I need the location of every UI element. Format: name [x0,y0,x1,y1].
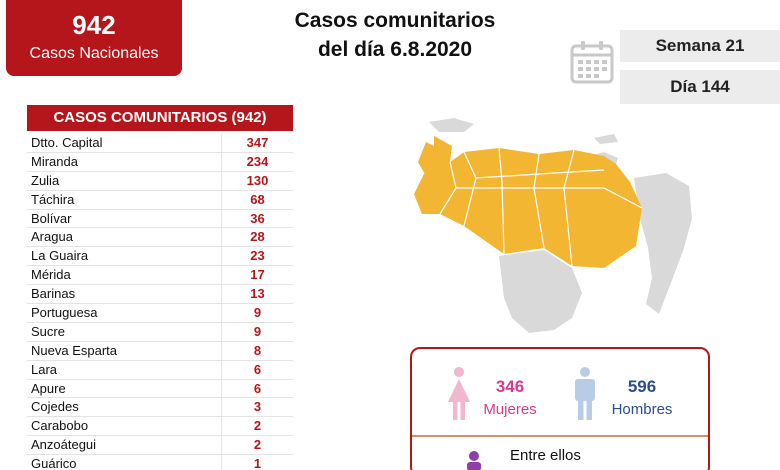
cases-table: Dtto. Capital 347 Miranda 234 Zulia 130 Táchir… [27,134,293,470]
table-row: Miranda 234 [27,152,293,172]
state-cases: 68 [221,190,293,209]
woman-icon [448,367,470,420]
title-line-2: del día 6.8.2020 [317,38,473,61]
men-label: Hombres [611,401,673,418]
table-row: Anzoátegui 2 [27,436,293,456]
table-row: La Guaira 23 [27,247,293,267]
table-row: Carabobo 2 [27,417,293,437]
state-name: La Guaira [31,248,89,264]
women-label: Mujeres [483,401,537,418]
state-name: Cojedes [31,399,79,415]
state-cases: 347 [221,134,293,152]
women-count: 346 [495,377,525,396]
page-title: Casos comunitarios del día 6.8.2020 [270,6,520,64]
table-row: Nueva Esparta 8 [27,341,293,361]
state-name: Barinas [31,286,76,302]
state-cases: 17 [221,266,293,285]
day-indicator: Día 144 [620,70,780,104]
table-row: Sucre 9 [27,322,293,342]
man-icon [575,367,595,420]
state-cases: 2 [221,417,293,436]
state-cases: 2 [221,436,293,455]
table-row: Bolívar 36 [27,209,293,229]
state-cases: 6 [221,379,293,398]
men-count: 596 [627,377,657,396]
national-cases-count: 942 [72,10,116,40]
cases-table-title: CASOS COMUNITARIOS (942) [27,105,293,131]
gender-panel [410,347,710,470]
state-cases: 3 [221,398,293,417]
state-cases: 9 [221,322,293,341]
state-name: Nueva Esparta [31,342,117,358]
state-name: Dtto. Capital [31,135,103,150]
state-cases: 1 [221,455,293,470]
state-name: Apure [31,380,66,396]
among-label: Entre ellos [510,447,581,464]
state-cases: 234 [221,152,293,171]
state-name: Zulia [31,172,60,188]
state-name: Anzoátegui [31,437,97,453]
state-name: Miranda [31,153,78,169]
table-row: Barinas 13 [27,285,293,305]
state-name: Carabobo [31,418,89,434]
state-cases: 28 [221,228,293,247]
table-row: Aragua 28 [27,228,293,248]
panel-divider [412,435,708,437]
week-indicator: Semana 21 [620,30,780,62]
state-name: Bolívar [31,210,72,226]
national-cases-label: Casos Nacionales [29,45,159,62]
state-name: Guárico [31,456,77,470]
state-name: Mérida [31,267,71,283]
state-cases: 6 [221,360,293,379]
state-name: Portuguesa [31,305,98,321]
table-row: Zulia 130 [27,171,293,191]
calendar-icon [570,41,614,84]
table-row: Táchira 68 [27,190,293,210]
state-cases: 9 [221,304,293,322]
person-icon [467,451,481,470]
venezuela-map [414,118,692,333]
state-name: Lara [31,361,58,377]
table-row: Cojedes 3 [27,398,293,418]
state-cases: 23 [221,247,293,266]
state-cases: 36 [221,209,293,228]
table-row: Dtto. Capital 347 [27,134,293,153]
national-cases-box: 942 Casos Nacionales [6,0,182,76]
table-row: Mérida 17 [27,266,293,286]
table-row: Lara 6 [27,360,293,380]
table-row: Portuguesa 9 [27,304,293,323]
title-line-1: Casos comunitarios [294,9,496,32]
state-cases: 13 [221,285,293,304]
table-row: Apure 6 [27,379,293,399]
state-cases: 130 [221,171,293,190]
state-name: Táchira [31,191,75,207]
state-name: Aragua [31,229,73,245]
state-cases: 8 [221,341,293,360]
state-name: Sucre [31,323,65,339]
table-row: Guárico 1 [27,455,293,470]
